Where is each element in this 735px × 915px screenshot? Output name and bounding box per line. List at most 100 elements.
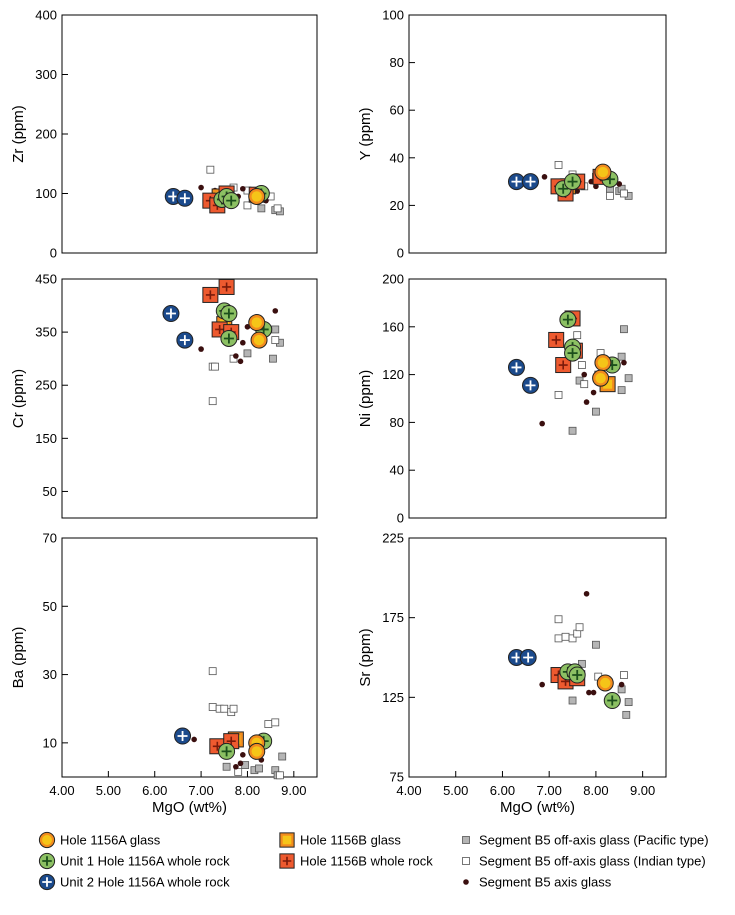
legend: Hole 1156A glass Unit 1 Hole 1156A whole … [38,831,709,891]
marker-dot [590,389,597,396]
data-point-b5axis [593,183,599,190]
y-tick-label: 200 [35,127,57,142]
marker-dot [616,181,623,187]
y-tick-label: 200 [382,272,404,287]
data-point-b5ind [208,667,217,676]
data-point-b5ind [554,615,563,624]
data-point-b5ind [577,361,586,369]
data-point-a_glass [594,354,612,372]
marker-plus [607,695,618,706]
marker-plus [525,176,536,187]
marker-dot [237,358,244,365]
data-point-b5ind [573,629,582,638]
marker-square [568,696,577,705]
x-tick-label: 9.00 [630,783,655,798]
marker-square [206,165,215,174]
marker-dot [233,763,239,770]
data-point-u2_whole [174,727,192,745]
data-point-b5pac [624,374,633,383]
marker-square [264,720,273,728]
data-point-b5pac [592,407,600,416]
marker-square [624,698,633,707]
marker-square [462,857,470,865]
y-tick-label: 80 [390,415,404,430]
data-point-b5axis [583,590,590,597]
legend-label: Hole 1156B whole rock [300,854,433,869]
panel-y: 0 20 40 60 80 100 Y (ppm) [357,8,667,261]
data-point-b5ind [220,704,229,713]
data-point-u1_whole [564,344,582,362]
data-point-b5pac [269,354,277,363]
y-tick-label: 175 [382,610,404,625]
marker-square [561,632,570,641]
legend-marker-b5axis [463,879,469,885]
data-point-u2_whole [176,189,194,207]
data-point-b5pac [278,752,287,761]
marker-plus [226,736,236,746]
marker-core [251,317,262,328]
panel-ni: 0 40 80 120 160 200 Ni (ppm) [357,272,667,526]
marker-dot [586,689,592,696]
data-point-u1_whole [220,305,238,323]
data-point-u1_whole [218,742,236,760]
x-axis-label: MgO (wt%) [500,799,575,816]
marker-plus [567,348,578,359]
legend-marker-b5pac [462,836,470,844]
data-point-b5axis [621,359,627,366]
data-point-b5pac [257,204,266,213]
marker-square [606,191,614,200]
data-point-b5ind [243,201,252,210]
data-point-b5ind [606,191,614,200]
legend-marker-a_glass [38,831,56,849]
legend-marker-u1_whole [38,852,56,870]
y-tick-label: 225 [382,531,404,546]
data-point-b5ind [271,336,280,344]
data-point-b5ind [620,671,628,679]
marker-dot [198,184,204,191]
data-point-u2_whole [507,649,525,666]
marker-dot [539,681,545,688]
marker-square-core [282,835,292,845]
marker-plus [179,193,190,204]
marker-square [222,762,231,771]
marker-square [208,667,217,676]
panel-zr: 0 100 200 300 400 Zr (ppm) [10,8,318,261]
y-tick-label: 50 [43,484,57,499]
data-point-b_whole [555,357,572,374]
y-tick-label: 400 [35,8,57,23]
data-point-b5ind [273,204,282,213]
y-tick-label: 100 [35,186,57,201]
data-point-b5ind [575,623,584,632]
data-point-u1_whole [568,666,586,684]
marker-square [592,407,600,416]
data-point-b5axis [233,353,239,359]
marker-core [253,334,265,346]
marker-square [234,767,243,776]
marker-dot [240,339,246,346]
x-tick-label: 5.00 [443,783,468,798]
data-point-b5pac [592,640,600,649]
marker-plus [525,380,536,391]
legend-label: Hole 1156B glass [300,833,401,848]
data-point-b5ind [276,771,284,780]
marker-plus [165,308,176,319]
data-point-b5pac [568,426,577,435]
marker-square [554,161,563,169]
y-tick-label: 60 [390,103,404,118]
x-tick-label: 7.00 [537,783,562,798]
marker-core [42,835,52,845]
data-point-b5axis [583,399,590,405]
data-point-u1_whole [559,311,577,329]
y-tick-label: 125 [382,690,404,705]
data-point-b5axis [237,358,244,365]
y-tick-label: 350 [35,325,57,340]
data-point-u2_whole [176,331,194,349]
marker-square [622,710,631,719]
marker-core [595,372,606,384]
marker-square [278,752,287,761]
marker-plus [215,324,225,334]
marker-core [597,166,609,178]
marker-square-core [603,379,613,389]
data-point-b_whole [218,278,235,295]
plot-frame [61,278,318,519]
